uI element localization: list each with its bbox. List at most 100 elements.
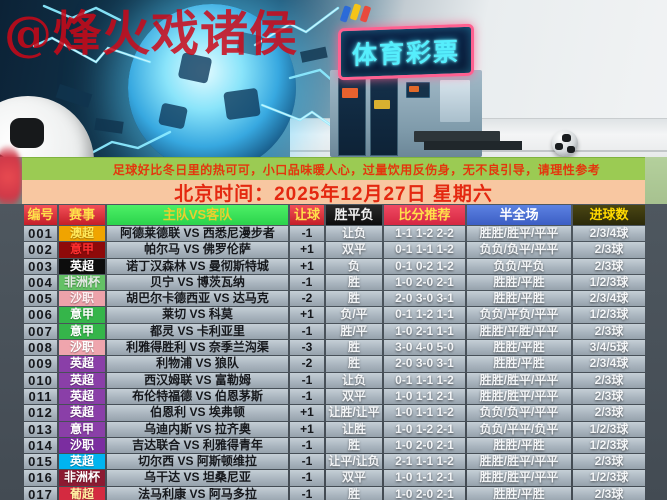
match-number: 010	[24, 372, 57, 388]
half-full-pick: 胜胜/平胜	[467, 356, 571, 372]
table-header-row: 编号 赛事 主队VS客队 让球 胜平负 比分推荐 半全场 进球数	[24, 205, 645, 225]
league-badge: 英超	[59, 405, 105, 421]
wdl-pick: 胜	[326, 291, 382, 307]
table-row[interactable]: 006 意甲 莱切 VS 科莫 +1 负/平 0-1 1-2 1-1 负负/平负/平平 1/2…	[24, 307, 645, 323]
half-full-pick: 胜胜/平胜/平平	[467, 323, 571, 340]
match-teams: 布伦特福德 VS 伯恩茅斯	[107, 388, 288, 405]
half-full-pick: 胜胜/平胜	[467, 291, 571, 307]
goals-pick: 2/3球	[573, 242, 645, 258]
handicap-value: -1	[290, 372, 324, 388]
table-row[interactable]: 010 英超 西汉姆联 VS 富勒姆 -1 让负 0-1 1-1 1-2 胜胜/胜平/平平 2…	[24, 372, 645, 388]
goals-pick: 2/3球	[573, 323, 645, 340]
goals-pick: 2/3球	[573, 486, 645, 500]
match-number: 014	[24, 437, 57, 454]
goals-pick: 2/3/4球	[573, 291, 645, 307]
handicap-value: +1	[290, 307, 324, 323]
table-row[interactable]: 003 英超 诺丁汉森林 VS 曼彻斯特城 +1 负 0-1 0-2 1-2 负负/平负 2/…	[24, 258, 645, 274]
table-row[interactable]: 015 英超 切尔西 VS 阿斯顿维拉 -1 让平/让负 2-1 1-1 1-2 胜胜/胜平…	[24, 454, 645, 470]
store-steps	[424, 141, 522, 150]
table-row[interactable]: 007 意甲 都灵 VS 卡利亚里 -1 胜/平 1-0 2-1 1-1 胜胜/平胜/平平 2…	[24, 323, 645, 340]
half-full-pick: 负负/负平/平平	[467, 405, 571, 421]
football-patch	[10, 118, 44, 148]
score-pick: 1-1 1-2 2-2	[384, 226, 465, 242]
half-full-pick: 胜胜/胜平/平平	[467, 470, 571, 486]
table-row[interactable]: 013 意甲 乌迪内斯 VS 拉齐奥 +1 让胜 1-0 1-2 2-1 负负/平平/负平 1…	[24, 421, 645, 437]
store-steps	[414, 131, 500, 142]
match-number: 006	[24, 307, 57, 323]
half-full-pick: 负负/平负/平平	[467, 307, 571, 323]
handicap-value: +1	[290, 421, 324, 437]
match-teams: 切尔西 VS 阿斯顿维拉	[107, 454, 288, 470]
handicap-value: +1	[290, 258, 324, 274]
handicap-value: -3	[290, 340, 324, 356]
league-badge: 沙职	[59, 437, 105, 454]
goals-pick: 2/3球	[573, 454, 645, 470]
match-teams: 伯恩利 VS 埃弗顿	[107, 405, 288, 421]
handicap-value: -1	[290, 274, 324, 291]
table-row[interactable]: 011 英超 布伦特福德 VS 伯恩茅斯 -1 双平 1-0 1-1 2-1 胜胜/胜平/平…	[24, 388, 645, 405]
corner-football	[0, 96, 94, 157]
half-full-pick: 胜胜/胜平/平平	[467, 226, 571, 242]
score-pick: 1-0 1-1 2-1	[384, 388, 465, 405]
table-row[interactable]: 009 英超 利物浦 VS 狼队 -2 胜 2-0 3-0 3-1 胜胜/平胜 2/3/4球	[24, 356, 645, 372]
league-badge: 葡超	[59, 486, 105, 500]
table-row[interactable]: 014 沙职 吉达联合 VS 利雅得青年 -1 胜 1-0 2-0 2-1 胜胜/平胜 1/2…	[24, 437, 645, 454]
match-number: 007	[24, 323, 57, 340]
half-full-pick: 负负/负平/平平	[467, 242, 571, 258]
handicap-value: -2	[290, 356, 324, 372]
score-pick: 2-1 1-1 1-2	[384, 454, 465, 470]
goals-pick: 2/3球	[573, 388, 645, 405]
header-wdl: 胜平负	[326, 205, 382, 225]
league-badge: 英超	[59, 356, 105, 372]
match-number: 013	[24, 421, 57, 437]
match-number: 009	[24, 356, 57, 372]
football-patch	[562, 134, 571, 142]
wdl-pick: 让胜/让平	[326, 405, 382, 421]
wdl-pick: 双平	[326, 470, 382, 486]
score-pick: 1-0 1-1 1-2	[384, 405, 465, 421]
match-number: 004	[24, 274, 57, 291]
table-row[interactable]: 002 意甲 帕尔马 VS 佛罗伦萨 +1 双平 0-1 1-1 1-2 负负/负平/平平 2…	[24, 242, 645, 258]
wdl-pick: 胜	[326, 437, 382, 454]
half-full-pick: 胜胜/胜平/平平	[467, 454, 571, 470]
table-row[interactable]: 012 英超 伯恩利 VS 埃弗顿 +1 让胜/让平 1-0 1-1 1-2 负负/负平/平…	[24, 405, 645, 421]
match-teams: 乌迪内斯 VS 拉齐奥	[107, 421, 288, 437]
table-row[interactable]: 001 澳超 阿德莱德联 VS 西悉尼漫步者 -1 让负 1-1 1-2 2-2 胜胜/胜平…	[24, 226, 645, 242]
wdl-pick: 让负	[326, 372, 382, 388]
match-number: 005	[24, 291, 57, 307]
handicap-value: -1	[290, 388, 324, 405]
table-row[interactable]: 017 葡超 法马利康 VS 阿马多拉 -1 胜 1-0 2-0 2-1 胜胜/平胜 2/3球	[24, 486, 645, 500]
goals-pick: 2/3球	[573, 372, 645, 388]
half-full-pick: 胜胜/平胜	[467, 437, 571, 454]
match-teams: 吉达联合 VS 利雅得青年	[107, 437, 288, 454]
league-badge: 英超	[59, 372, 105, 388]
match-teams: 法马利康 VS 阿马多拉	[107, 486, 288, 500]
match-table: 编号 赛事 主队VS客队 让球 胜平负 比分推荐 半全场 进球数 001 澳超 阿德…	[0, 204, 667, 500]
table-row[interactable]: 004 非洲杯 贝宁 VS 博茨瓦纳 -1 胜 1-0 2-0 2-1 胜胜/平胜 1/2/3…	[24, 274, 645, 291]
league-badge: 沙职	[59, 340, 105, 356]
match-teams: 利物浦 VS 狼队	[107, 356, 288, 372]
goals-pick: 1/2/3球	[573, 437, 645, 454]
table-row[interactable]: 008 沙职 利雅得胜利 VS 奈季兰沟渠 -3 胜 3-0 4-0 5-0 胜胜/平胜 3/…	[24, 340, 645, 356]
wdl-pick: 胜	[326, 356, 382, 372]
table-row[interactable]: 005 沙职 胡巴尔卡德西亚 VS 达马克 -2 胜 2-0 3-0 3-1 胜胜/平胜 2/…	[24, 291, 645, 307]
header-league: 赛事	[59, 205, 105, 225]
league-badge: 澳超	[59, 226, 105, 242]
handicap-value: -1	[290, 454, 324, 470]
header-score-tips: 比分推荐	[384, 205, 465, 225]
match-teams: 胡巴尔卡德西亚 VS 达马克	[107, 291, 288, 307]
header-teams: 主队VS客队	[107, 205, 288, 225]
score-pick: 0-1 1-2 1-1	[384, 307, 465, 323]
match-teams: 利雅得胜利 VS 奈季兰沟渠	[107, 340, 288, 356]
watermark-text: @烽火戏诸侯	[4, 6, 299, 62]
league-badge: 意甲	[59, 242, 105, 258]
glowing-football	[128, 4, 296, 157]
handicap-value: -1	[290, 323, 324, 340]
header-number: 编号	[24, 205, 57, 225]
match-teams: 莱切 VS 科莫	[107, 307, 288, 323]
table-row[interactable]: 016 非洲杯 乌干达 VS 坦桑尼亚 -1 双平 1-0 1-1 2-1 胜胜/胜平/平平…	[24, 470, 645, 486]
wdl-pick: 负	[326, 258, 382, 274]
league-badge: 意甲	[59, 307, 105, 323]
goals-pick: 3/4/5球	[573, 340, 645, 356]
goals-pick: 2/3球	[573, 258, 645, 274]
